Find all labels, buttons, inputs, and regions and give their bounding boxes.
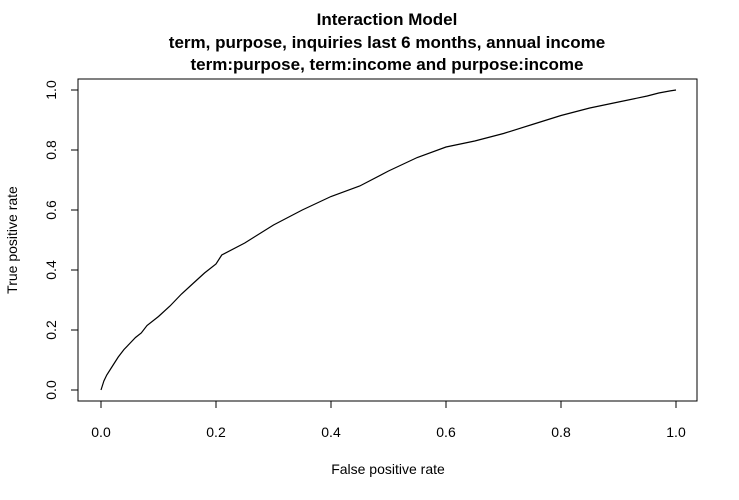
x-tick-label: 0.4 (321, 424, 341, 440)
x-tick-label: 0.6 (436, 424, 456, 440)
plot-frame (77, 78, 698, 402)
chart-title-line-1: Interaction Model (317, 10, 458, 29)
y-tick-label: 1.0 (43, 80, 59, 100)
y-tick-label: 0.4 (43, 260, 59, 280)
chart-title-line-3: term:purpose, term:income and purpose:in… (191, 55, 584, 74)
x-axis-label: False positive rate (331, 461, 445, 477)
x-tick-label: 0.0 (91, 424, 111, 440)
x-axis: 0.0 0.2 0.4 0.6 0.8 1.0 (91, 400, 686, 440)
y-tick-label: 0.8 (43, 140, 59, 160)
x-tick-label: 1.0 (666, 424, 686, 440)
roc-curve-line (100, 89, 677, 391)
x-tick-label: 0.2 (206, 424, 226, 440)
chart-title-line-2: term, purpose, inquiries last 6 months, … (169, 33, 605, 52)
x-tick-label: 0.8 (551, 424, 571, 440)
y-tick-label: 0.0 (43, 380, 59, 400)
y-tick-label: 0.6 (43, 200, 59, 220)
y-axis-label: True positive rate (4, 186, 20, 294)
y-axis: 0.0 0.2 0.4 0.6 0.8 1.0 (43, 80, 79, 400)
y-tick-label: 0.2 (43, 320, 59, 340)
